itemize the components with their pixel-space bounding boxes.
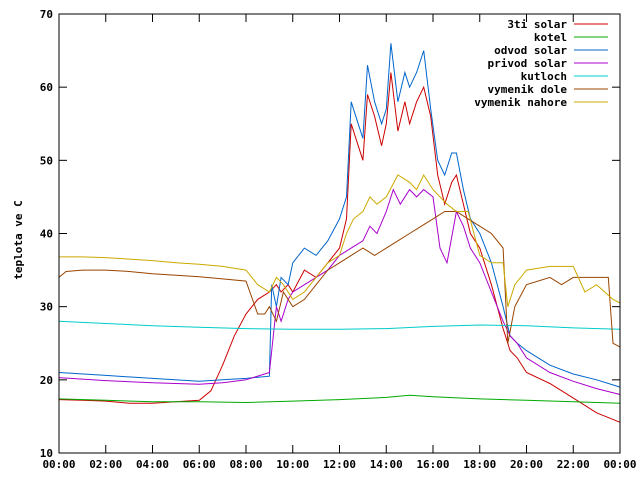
y-axis-label: teplota ve C bbox=[12, 200, 25, 279]
series-line-1 bbox=[58, 72, 621, 423]
x-tick-label: 16:00 bbox=[416, 458, 449, 471]
y-tick-label: 20 bbox=[40, 374, 53, 387]
legend-label: vymenik dole bbox=[488, 83, 568, 96]
x-tick-label: 06:00 bbox=[183, 458, 216, 471]
legend-label: odvod solar bbox=[494, 44, 567, 57]
series-line-6 bbox=[58, 211, 621, 348]
x-tick-label: 18:00 bbox=[463, 458, 496, 471]
y-tick-label: 30 bbox=[40, 301, 53, 314]
x-tick-label: 08:00 bbox=[229, 458, 262, 471]
y-tick-label: 70 bbox=[40, 8, 53, 21]
series-line-5 bbox=[58, 320, 621, 330]
y-tick-label: 60 bbox=[40, 81, 53, 94]
x-tick-label: 00:00 bbox=[603, 458, 636, 471]
legend-label: privod solar bbox=[488, 57, 568, 70]
x-tick-label: 20:00 bbox=[510, 458, 543, 471]
x-tick-label: 14:00 bbox=[370, 458, 403, 471]
x-tick-label: 02:00 bbox=[89, 458, 122, 471]
x-tick-label: 00:00 bbox=[42, 458, 75, 471]
series-layer bbox=[58, 43, 621, 423]
y-tick-label: 40 bbox=[40, 228, 53, 241]
series-line-2 bbox=[58, 394, 621, 404]
y-tick-label: 50 bbox=[40, 154, 53, 167]
x-tick-label: 22:00 bbox=[557, 458, 590, 471]
axes-layer: 10 20 30 40 50 60 70 00:00 02:00 04:00 06:00 08:00 1… bbox=[40, 8, 637, 471]
legend-label: kotel bbox=[534, 31, 567, 44]
x-tick-label: 04:00 bbox=[136, 458, 169, 471]
legend-label: vymenik nahore bbox=[474, 96, 567, 109]
legend-label: 3ti solar bbox=[507, 18, 567, 31]
series-line-3 bbox=[58, 43, 621, 388]
x-tick-label: 12:00 bbox=[323, 458, 356, 471]
legend-label: kutloch bbox=[521, 70, 567, 83]
series-line-7 bbox=[59, 173, 621, 307]
y-tick-label: 10 bbox=[40, 447, 53, 460]
x-tick-label: 10:00 bbox=[276, 458, 309, 471]
